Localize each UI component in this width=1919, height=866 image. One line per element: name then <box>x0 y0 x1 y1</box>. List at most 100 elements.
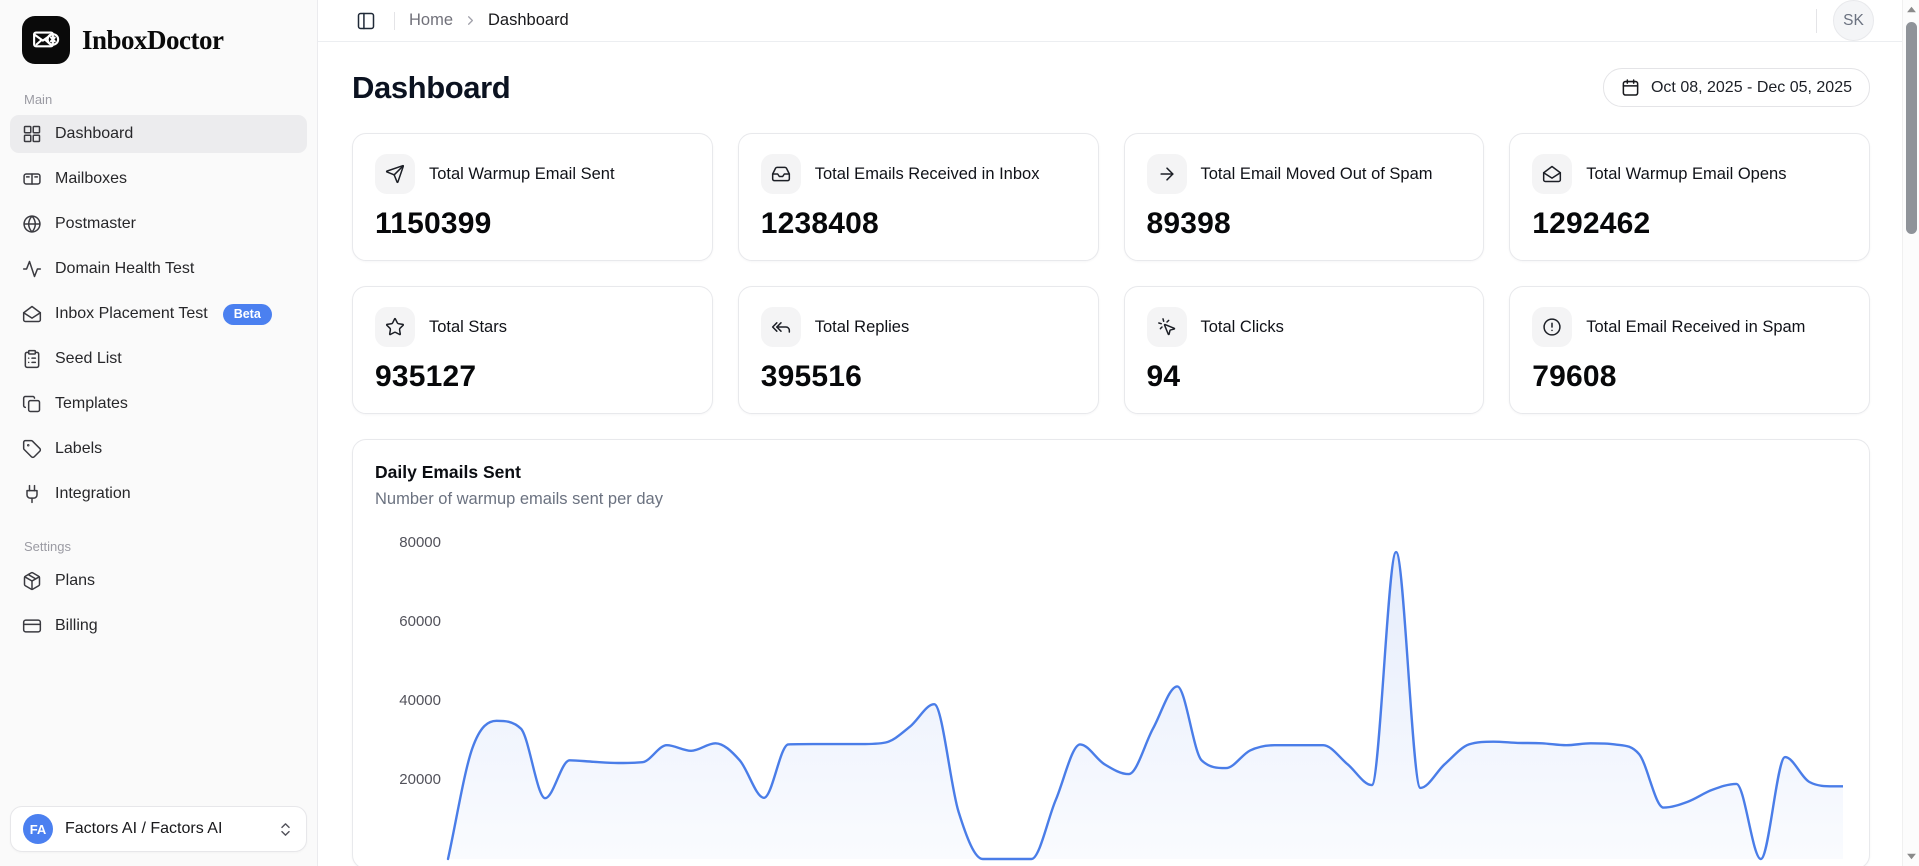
sidebar-item-templates[interactable]: Templates <box>10 385 307 423</box>
stat-label: Total Stars <box>429 317 507 336</box>
page-title: Dashboard <box>352 69 511 105</box>
stat-card-total-stars: Total Stars 935127 <box>352 286 713 414</box>
sidebar-item-seed-list[interactable]: Seed List <box>10 340 307 378</box>
sidebar-section-label: Main <box>24 92 53 107</box>
mailboxes-icon <box>22 169 42 189</box>
divider <box>1816 8 1817 33</box>
sidebar-item-mailboxes[interactable]: Mailboxes <box>10 160 307 198</box>
brand-name: InboxDoctor <box>82 24 224 55</box>
sidebar: InboxDoctor Main Dashboard Mailboxes Postma… <box>0 0 318 866</box>
stat-label: Total Replies <box>814 317 910 336</box>
stat-card-total-clicks: Total Clicks 94 <box>1123 286 1485 414</box>
package-icon <box>22 571 42 591</box>
sidebar-item-inbox-placement-test[interactable]: Inbox Placement Test Beta <box>10 295 307 333</box>
copy-icon <box>22 394 42 414</box>
mail-open-icon <box>22 304 42 324</box>
dashboard-content: Dashboard Oct 08, 2025 - Dec 05, 2025 To… <box>318 42 1902 866</box>
breadcrumb: Home Dashboard <box>409 11 569 30</box>
brand-logo[interactable]: InboxDoctor <box>10 14 307 66</box>
clipboard-list-icon <box>22 349 42 369</box>
top-bar: Home Dashboard SK <box>318 0 1902 42</box>
mail-open-icon <box>1532 154 1573 194</box>
stat-value: 89398 <box>1146 207 1231 240</box>
sidebar-item-billing[interactable]: Billing <box>10 607 307 645</box>
main-area: Home Dashboard SK Dashboard Oct 08, 2025… <box>318 0 1902 866</box>
sidebar-item-label: Postmaster <box>55 215 136 232</box>
chevrons-up-down-icon <box>277 821 294 838</box>
chart-title: Daily Emails Sent <box>375 462 521 482</box>
stat-label: Total Email Received in Spam <box>1586 317 1806 336</box>
sidebar-item-domain-health-test[interactable]: Domain Health Test <box>10 250 307 288</box>
stat-label: Total Email Moved Out of Spam <box>1200 164 1433 183</box>
chart-card: Daily Emails Sent Number of warmup email… <box>352 439 1870 866</box>
daily-emails-chart[interactable]: 80000 60000 40000 20000 <box>375 523 1847 863</box>
stat-value: 395516 <box>760 360 863 393</box>
stat-card-total-email-received-in-spam: Total Email Received in Spam 79608 <box>1509 286 1870 414</box>
y-axis-tick: 60000 <box>399 613 441 630</box>
scroll-down-arrow[interactable] <box>1906 851 1917 862</box>
sidebar-item-label: Dashboard <box>55 125 134 142</box>
workspace-avatar: FA <box>23 814 53 844</box>
sidebar-nav: Main Dashboard Mailboxes Postmaster Domain H… <box>10 92 307 645</box>
pointer-click-icon <box>1146 307 1187 347</box>
workspace-selector[interactable]: FA Factors AI / Factors AI <box>10 806 307 852</box>
plug-icon <box>22 484 42 504</box>
stat-card-total-warmup-email-sent: Total Warmup Email Sent 1150399 <box>352 133 713 261</box>
sidebar-item-dashboard[interactable]: Dashboard <box>10 115 307 153</box>
sidebar-item-label: Inbox Placement Test <box>55 305 208 322</box>
globe-icon <box>22 214 42 234</box>
stat-value: 1150399 <box>375 207 492 240</box>
tag-icon <box>22 439 42 459</box>
y-axis-tick: 20000 <box>399 771 441 788</box>
y-axis-tick: 40000 <box>399 692 441 709</box>
chart-subtitle: Number of warmup emails sent per day <box>375 490 663 508</box>
stat-label: Total Warmup Email Sent <box>429 164 615 183</box>
sidebar-item-label: Templates <box>55 395 128 412</box>
stat-value: 94 <box>1146 360 1181 393</box>
sidebar-item-label: Integration <box>55 485 131 502</box>
sidebar-toggle-button[interactable] <box>352 7 380 35</box>
stats-grid: Total Warmup Email Sent 1150399 Total Emai… <box>352 133 1870 414</box>
sidebar-item-label: Mailboxes <box>55 170 128 187</box>
area-line <box>446 550 1843 861</box>
area-fill <box>448 552 1843 859</box>
y-axis-tick: 80000 <box>399 534 441 551</box>
sidebar-item-postmaster[interactable]: Postmaster <box>10 205 307 243</box>
sidebar-item-labels[interactable]: Labels <box>10 430 307 468</box>
arrow-right-icon <box>1146 154 1187 194</box>
credit-card-icon <box>22 616 42 636</box>
stat-value: 1292462 <box>1532 207 1651 240</box>
scrollbar-thumb[interactable] <box>1906 22 1917 234</box>
user-avatar[interactable]: SK <box>1833 0 1874 41</box>
sidebar-item-label: Plans <box>55 572 96 589</box>
stat-card-total-warmup-email-opens: Total Warmup Email Opens 1292462 <box>1509 133 1870 261</box>
date-range-label: Oct 08, 2025 - Dec 05, 2025 <box>1650 78 1852 96</box>
stat-card-total-email-moved-out-of-spam: Total Email Moved Out of Spam 89398 <box>1123 133 1485 261</box>
activity-icon <box>22 259 42 279</box>
sidebar-item-label: Seed List <box>55 350 122 367</box>
area-chart-svg <box>446 550 1843 861</box>
vertical-scrollbar <box>1902 0 1919 866</box>
date-range-picker[interactable]: Oct 08, 2025 - Dec 05, 2025 <box>1602 68 1870 107</box>
stat-label: Total Warmup Email Opens <box>1586 164 1787 183</box>
breadcrumb-home-link[interactable]: Home <box>409 11 454 29</box>
stat-value: 1238408 <box>760 207 879 240</box>
divider <box>394 11 395 30</box>
stat-card-total-replies: Total Replies 395516 <box>737 286 1099 414</box>
alert-circle-icon <box>1532 307 1573 347</box>
sidebar-item-integration[interactable]: Integration <box>10 475 307 513</box>
sidebar-item-plans[interactable]: Plans <box>10 562 307 600</box>
scroll-up-arrow[interactable] <box>1906 4 1917 15</box>
breadcrumb-current: Dashboard <box>488 11 569 29</box>
sidebar-item-label: Domain Health Test <box>55 260 195 277</box>
stat-label: Total Emails Received in Inbox <box>814 164 1040 183</box>
star-icon <box>375 307 415 347</box>
envelope-logo-icon <box>22 16 70 64</box>
send-icon <box>375 154 415 194</box>
panel-left-icon <box>357 12 375 29</box>
stat-value: 79608 <box>1532 360 1617 393</box>
dashboard-icon <box>22 124 42 144</box>
beta-badge: Beta <box>222 303 272 325</box>
sidebar-item-label: Billing <box>55 617 98 634</box>
